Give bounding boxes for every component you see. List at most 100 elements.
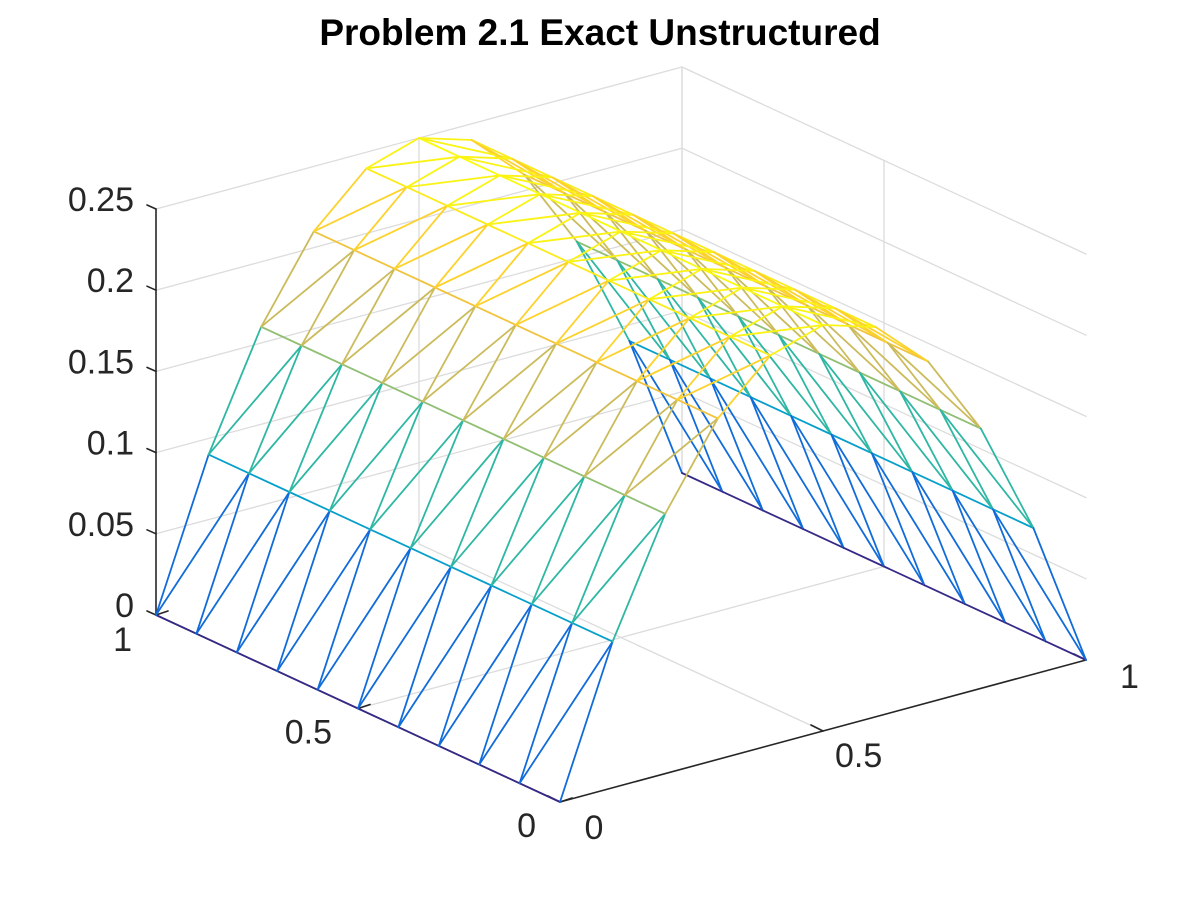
mesh-edge [539, 193, 594, 198]
mesh-edge [777, 334, 833, 436]
mesh-edge [195, 472, 250, 635]
mesh-edge [992, 508, 1035, 529]
mesh-edge [979, 427, 1035, 529]
mesh-edge [207, 453, 250, 475]
mesh-edge [620, 230, 663, 252]
mesh-edge [437, 603, 533, 747]
mesh-edge [668, 358, 724, 493]
mesh-edge [418, 137, 473, 141]
mesh-edge [709, 377, 805, 530]
mesh-edge [790, 414, 845, 549]
mesh-edge [397, 584, 493, 729]
mesh-edge [462, 342, 558, 422]
mesh-edge [870, 452, 926, 587]
mesh-edge [341, 363, 384, 384]
mesh-edge [478, 603, 533, 766]
z-tick-mark [146, 366, 157, 373]
y-tick-mark [559, 797, 573, 803]
x-tick-label: 0.5 [835, 737, 882, 775]
mesh-edge [365, 167, 408, 189]
x-tick-label: 1 [1120, 658, 1139, 696]
mesh-edge [992, 508, 1087, 661]
mesh-edge [793, 288, 889, 344]
z-tick-label: 0.2 [87, 262, 134, 300]
mesh-edge [656, 278, 752, 399]
mesh-edge [648, 298, 691, 319]
mesh-edge [357, 565, 452, 710]
mesh-edge [571, 622, 614, 643]
mesh-edge [527, 230, 622, 245]
mesh-edge [474, 242, 529, 308]
mesh-edge [514, 323, 558, 345]
mesh-edge [579, 211, 635, 216]
mesh-edge [753, 269, 849, 326]
mesh-edge [195, 491, 291, 635]
mesh-edge [591, 195, 687, 251]
mesh-edge [725, 267, 821, 355]
mesh-edge [421, 400, 465, 422]
mesh-edge [563, 192, 606, 213]
mesh-edge [729, 324, 824, 338]
mesh-edge [248, 344, 303, 475]
mesh-edge [623, 398, 679, 497]
mesh-edge [681, 472, 724, 493]
mesh-edge [405, 174, 501, 189]
mesh-edge [365, 137, 420, 170]
mesh-edge [502, 361, 598, 440]
mesh-edge [353, 186, 408, 252]
x-tick-label: 0 [585, 809, 604, 847]
mesh-edge [616, 259, 712, 380]
mesh-edge [559, 640, 614, 803]
mesh-edge [684, 248, 780, 337]
mesh-edge [478, 763, 521, 785]
mesh-edge [486, 211, 582, 226]
mesh-edge [405, 155, 461, 189]
mesh-edge [486, 223, 529, 245]
mesh-edge [514, 260, 570, 326]
mesh-edge [777, 334, 821, 355]
mesh-edge [434, 242, 529, 289]
mesh-edge [628, 340, 724, 493]
mesh-edge [607, 279, 651, 301]
mesh-layer [155, 137, 1087, 803]
mesh-edge [636, 380, 679, 401]
mesh-edge [684, 248, 740, 318]
mesh-edge [806, 304, 849, 326]
mesh-edge [709, 377, 764, 512]
mesh-edge [450, 438, 505, 568]
mesh-edge [676, 335, 731, 401]
mesh-edge [802, 528, 845, 549]
mesh-edge [834, 307, 930, 363]
mesh-edge [781, 305, 824, 326]
mesh-edge [886, 341, 942, 411]
mesh-edge [595, 361, 638, 382]
mesh-edge [846, 323, 889, 344]
mesh-edge [369, 419, 465, 531]
mesh-edge [607, 249, 663, 282]
mesh-edge [688, 286, 744, 319]
y-tick-mark [155, 610, 169, 616]
mesh-edge [870, 452, 914, 473]
mesh-edge [672, 232, 768, 288]
mesh-edge [595, 298, 651, 364]
mesh-edge [899, 390, 942, 411]
y-tick-mark [357, 703, 371, 710]
mesh-edge [288, 381, 384, 493]
mesh-edge [446, 204, 489, 226]
mesh-edge [567, 230, 622, 263]
mesh-edge [518, 622, 574, 785]
mesh-edge [446, 174, 501, 207]
mesh-edge [563, 192, 619, 262]
mesh-edge [458, 155, 501, 177]
mesh-edge [543, 456, 586, 478]
mesh-edge [288, 363, 343, 493]
mesh-edge [616, 259, 671, 361]
mesh-edge [518, 640, 614, 785]
mesh-edge [276, 528, 372, 672]
mesh-edge [316, 688, 359, 710]
mesh-edge [1044, 640, 1087, 661]
mesh-edge [353, 249, 396, 270]
mesh-edge [474, 260, 570, 308]
mesh-edge [450, 565, 493, 587]
